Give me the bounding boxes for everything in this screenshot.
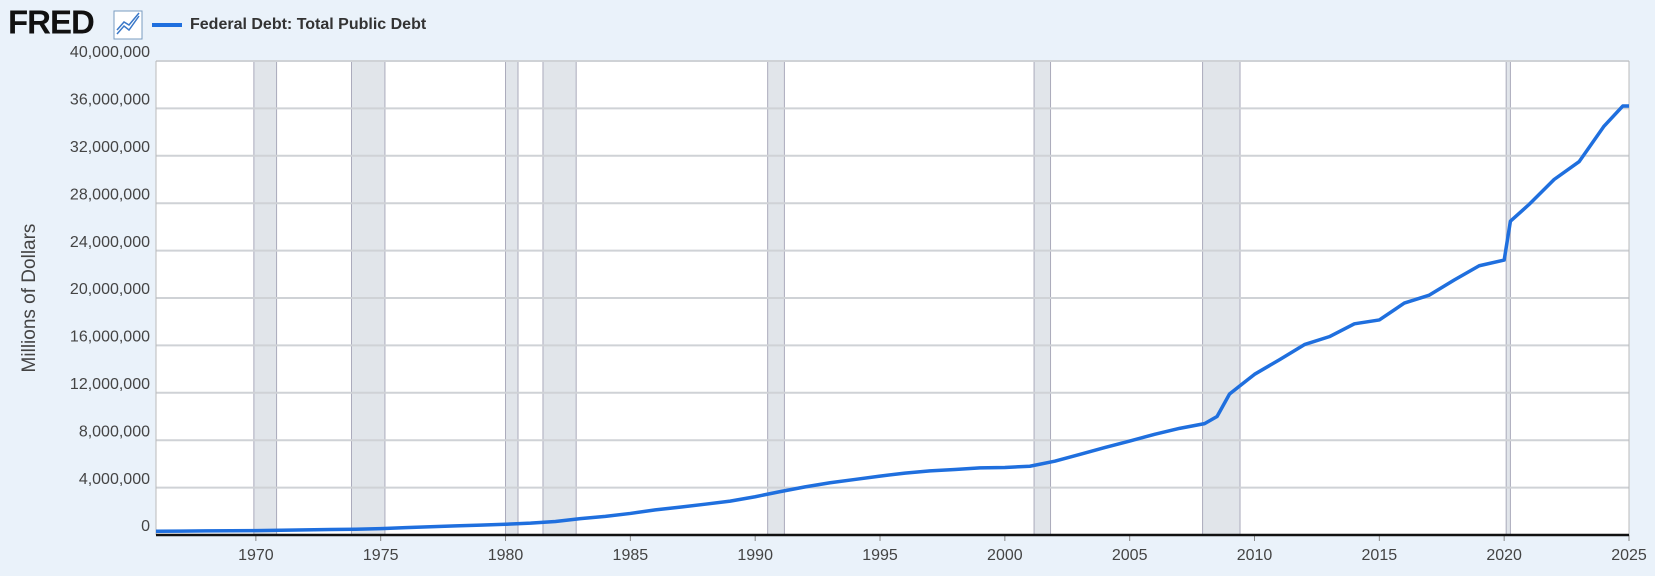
x-tick-label: 1990: [737, 547, 773, 564]
y-tick-label: 24,000,000: [70, 234, 150, 251]
x-tick-label: 2000: [987, 547, 1023, 564]
x-tick-label: 1995: [862, 547, 898, 564]
x-tick-label: 1980: [488, 547, 524, 564]
y-tick-label: 32,000,000: [70, 139, 150, 156]
y-tick-label: 40,000,000: [70, 44, 150, 61]
x-tick-label: 2005: [1112, 547, 1148, 564]
x-tick-label: 1975: [363, 547, 399, 564]
y-tick-label: 0: [141, 518, 150, 535]
legend-label: Federal Debt: Total Public Debt: [190, 16, 427, 33]
x-tick-label: 1985: [613, 547, 649, 564]
x-tick-label: 1970: [238, 547, 274, 564]
y-tick-label: 20,000,000: [70, 281, 150, 298]
y-tick-label: 36,000,000: [70, 92, 150, 109]
data-line: [155, 104, 1629, 533]
logo-icon: [113, 10, 143, 40]
logo: FRED: [8, 4, 94, 41]
y-tick-label: 28,000,000: [70, 186, 150, 203]
x-tick-label: 2025: [1611, 547, 1647, 564]
y-tick-label: 12,000,000: [70, 376, 150, 393]
x-tick-label: 2010: [1237, 547, 1273, 564]
y-tick-label: 16,000,000: [70, 329, 150, 346]
x-tick-label: 2020: [1486, 547, 1522, 564]
x-tick-label: 2015: [1362, 547, 1398, 564]
y-tick-label: 8,000,000: [79, 423, 150, 440]
y-tick-label: 4,000,000: [79, 471, 150, 488]
y-axis-label: Millions of Dollars: [19, 224, 40, 373]
